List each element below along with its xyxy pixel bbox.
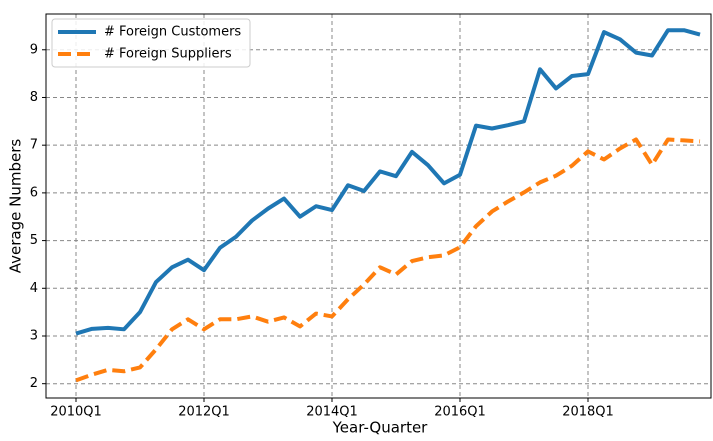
y-tick-label: 8 [30, 90, 38, 105]
y-axis-title: Average Numbers [7, 139, 25, 274]
y-tick-label: 2 [30, 376, 38, 391]
legend-box [51, 18, 251, 68]
plot-frame [45, 13, 712, 399]
y-tick-label: 4 [30, 281, 38, 296]
x-tick-label: 2018Q1 [562, 405, 614, 420]
y-tick-label: 5 [30, 233, 38, 248]
y-tick-label: 9 [30, 42, 38, 57]
y-tick-label: 7 [30, 138, 38, 153]
data-line [75, 137, 701, 383]
x-tick-label: 2016Q1 [434, 405, 486, 420]
x-tick-label: 2014Q1 [306, 405, 358, 420]
x-tick-label: 2010Q1 [50, 405, 102, 420]
x-axis-title: Year-Quarter [332, 419, 429, 437]
x-tick-label: 2012Q1 [178, 405, 230, 420]
y-tick-label: 3 [30, 328, 38, 343]
legend-label: # Foreign Suppliers [104, 47, 232, 62]
data-line [75, 28, 701, 336]
legend-label: # Foreign Customers [104, 25, 241, 40]
y-tick-label: 6 [30, 185, 38, 200]
